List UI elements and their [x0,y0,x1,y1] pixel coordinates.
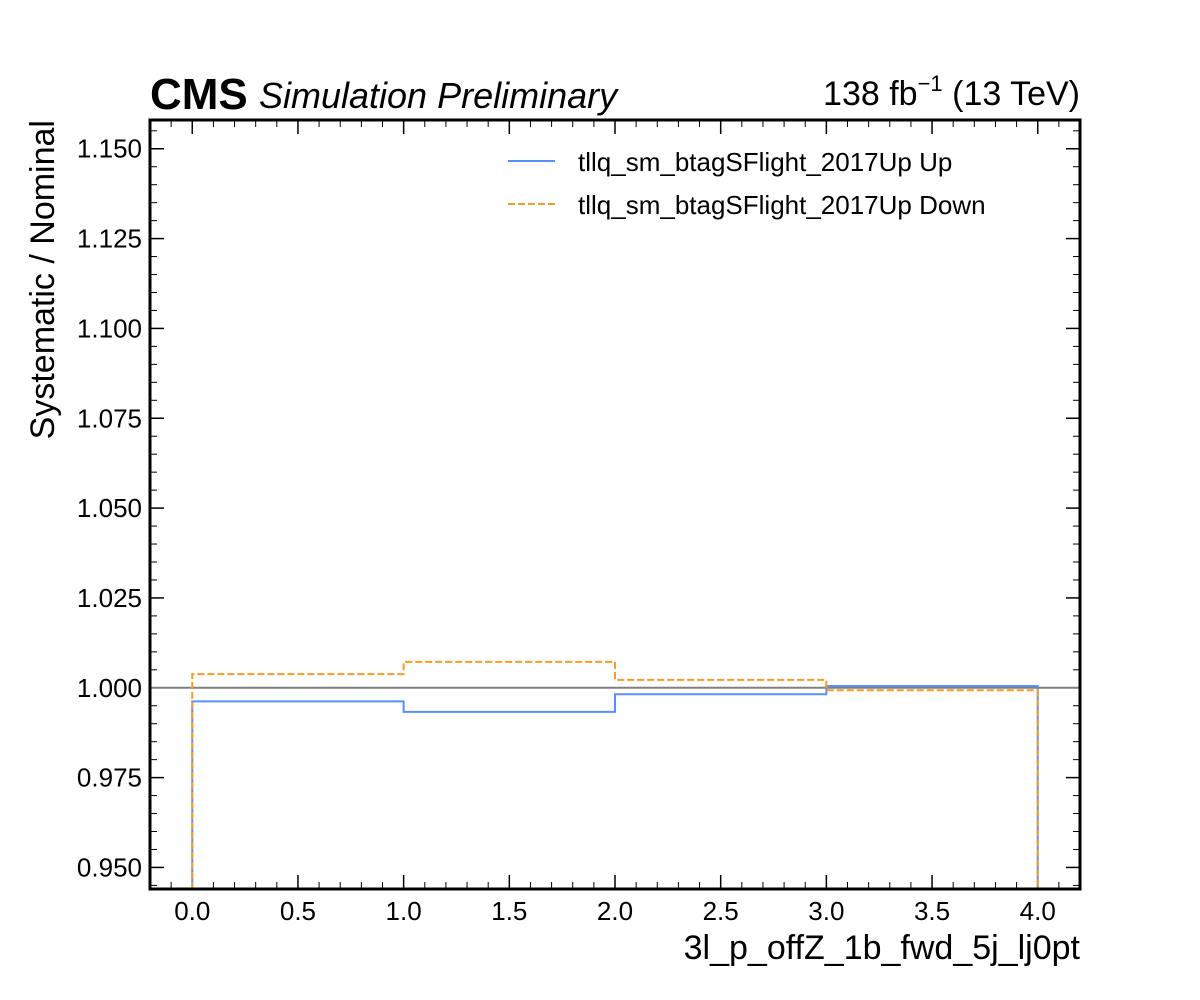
legend-label-down: tllq_sm_btagSFlight_2017Up Down [578,190,986,220]
lumi-exponent: −1 [918,71,943,96]
series-line-down [191,660,1039,889]
x-tick-label: 2.0 [597,896,633,926]
plot-frame [148,118,1082,891]
y-tick-label: 1.125 [77,224,142,254]
y-tick-labels: 0.950 0.975 1.000 1.025 1.050 1.075 1.100 1.125… [77,134,142,883]
y-tick-label: 1.050 [77,493,142,523]
y-tick-label: 1.025 [77,583,142,613]
y-tick-label: 0.950 [77,852,142,882]
experiment-label: CMS [150,70,248,119]
y-tick-label: 1.075 [77,403,142,433]
x-tick-label: 1.5 [491,896,527,926]
y-tick-label: 1.150 [77,134,142,164]
x-tick-label: 0.5 [280,896,316,926]
x-axis-title: 3l_p_offZ_1b_fwd_5j_lj0pt [684,929,1081,967]
lumi-label: 138 fb−1 (13 TeV) [823,71,1080,113]
y-tick-label: 0.975 [77,763,142,793]
x-tick-label: 3.5 [914,896,950,926]
y-axis-title: Systematic / Nominal [24,120,62,439]
y-tick-label: 1.000 [77,673,142,703]
series-line-up [191,684,1039,889]
series-group [191,660,1039,889]
x-tick-label: 2.5 [703,896,739,926]
lumi-value: 138 fb [823,75,918,113]
lumi-energy: (13 TeV) [943,75,1080,113]
x-tick-label: 4.0 [1020,896,1056,926]
x-tick-label: 1.0 [386,896,422,926]
y-tick-label: 1.100 [77,313,142,343]
status-label: Simulation Preliminary [259,75,619,116]
x-tick-labels: 0.0 0.5 1.0 1.5 2.0 2.5 3.0 3.5 4.0 [174,896,1056,926]
x-tick-label: 0.0 [174,896,210,926]
x-tick-label: 3.0 [808,896,844,926]
legend: tllq_sm_btagSFlight_2017Up Up tllq_sm_bt… [508,147,986,220]
axis-ticks [150,120,1080,889]
legend-label-up: tllq_sm_btagSFlight_2017Up Up [578,147,952,177]
